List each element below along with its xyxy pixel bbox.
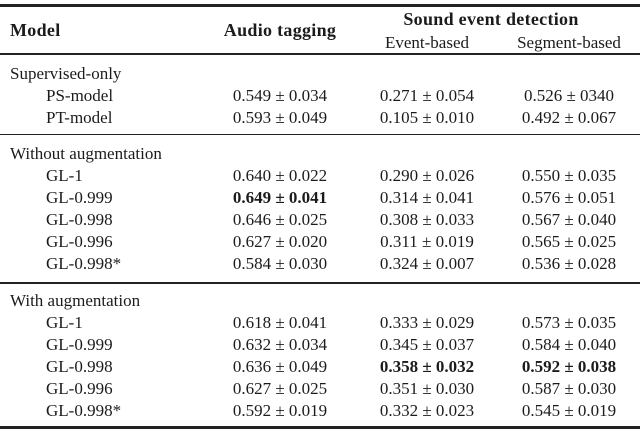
- event-based-column-header: Event-based: [384, 32, 470, 52]
- audio-tagging-column-header: Audio tagging: [223, 19, 337, 40]
- segment-based-value: 0.550 ± 0.035: [521, 166, 617, 186]
- table-row: GL-0.998 0.646 ± 0.025 0.308 ± 0.033 0.5…: [0, 209, 640, 231]
- sound-event-detection-group-header: Sound event detection: [403, 9, 579, 29]
- audio-tagging-value: 0.632 ± 0.034: [232, 334, 328, 354]
- segment-based-value: 0.565 ± 0.025: [521, 232, 617, 252]
- table-row: GL-0.996 0.627 ± 0.025 0.351 ± 0.030 0.5…: [0, 378, 640, 400]
- model-name: GL-0.998: [46, 356, 113, 376]
- model-name: GL-1: [46, 312, 83, 332]
- table-row: GL-0.998* 0.592 ± 0.019 0.332 ± 0.023 0.…: [0, 400, 640, 422]
- segment-based-value: 0.592 ± 0.038: [521, 356, 617, 376]
- table-row: GL-0.996 0.627 ± 0.020 0.311 ± 0.019 0.5…: [0, 231, 640, 253]
- audio-tagging-value: 0.593 ± 0.049: [232, 108, 328, 127]
- table-rule-bottom: [0, 425, 640, 429]
- audio-tagging-value: 0.627 ± 0.020: [232, 232, 328, 252]
- section-label: Without augmentation: [10, 144, 162, 164]
- audio-tagging-value: 0.549 ± 0.034: [232, 86, 328, 105]
- audio-tagging-value: 0.618 ± 0.041: [232, 312, 328, 332]
- sed-subheaders: Event-based Segment-based: [370, 32, 640, 53]
- table-row: GL-0.999 0.632 ± 0.034 0.345 ± 0.037 0.5…: [0, 334, 640, 356]
- model-name: GL-0.998*: [46, 400, 122, 420]
- event-based-value: 0.333 ± 0.029: [379, 312, 475, 332]
- segment-based-value: 0.492 ± 0.067: [521, 108, 617, 127]
- event-based-value: 0.308 ± 0.033: [379, 210, 475, 230]
- table-header: Model Audio tagging Sound event detectio…: [0, 7, 640, 53]
- model-column-header: Model: [10, 19, 61, 40]
- table-row: PS-model 0.549 ± 0.034 0.271 ± 0.054 0.5…: [0, 85, 640, 107]
- segment-based-value: 0.536 ± 0.028: [521, 254, 617, 274]
- audio-tagging-value: 0.627 ± 0.025: [232, 378, 328, 398]
- event-based-value: 0.105 ± 0.010: [379, 108, 475, 127]
- model-name: GL-0.996: [46, 378, 113, 398]
- table-row: GL-0.998* 0.584 ± 0.030 0.324 ± 0.007 0.…: [0, 253, 640, 275]
- event-based-value: 0.332 ± 0.023: [379, 400, 475, 420]
- table-row: GL-1 0.618 ± 0.041 0.333 ± 0.029 0.573 ±…: [0, 312, 640, 334]
- sound-event-detection-group: Sound event detection Event-based Segmen…: [370, 7, 640, 53]
- segment-based-column-header: Segment-based: [517, 32, 621, 52]
- audio-tagging-value: 0.636 ± 0.049: [232, 356, 328, 376]
- audio-tagging-value: 0.640 ± 0.022: [232, 166, 328, 186]
- event-based-value: 0.311 ± 0.019: [380, 232, 474, 252]
- model-name: GL-0.998*: [46, 254, 122, 274]
- model-name: GL-0.998: [46, 210, 113, 230]
- model-name: PT-model: [46, 108, 113, 127]
- segment-based-value: 0.567 ± 0.040: [521, 210, 617, 230]
- event-based-value: 0.351 ± 0.030: [379, 378, 475, 398]
- audio-tagging-value: 0.646 ± 0.025: [232, 210, 328, 230]
- audio-tagging-value: 0.584 ± 0.030: [232, 254, 328, 274]
- section-label: With augmentation: [10, 290, 141, 310]
- segment-based-value: 0.584 ± 0.040: [521, 334, 617, 354]
- section-without-augmentation: Without augmentation GL-1 0.640 ± 0.022 …: [0, 135, 640, 282]
- model-name: GL-1: [46, 166, 83, 186]
- table-row: GL-1 0.640 ± 0.022 0.290 ± 0.026 0.550 ±…: [0, 165, 640, 187]
- segment-based-value: 0.573 ± 0.035: [521, 312, 617, 332]
- audio-tagging-value: 0.592 ± 0.019: [232, 400, 328, 420]
- event-based-value: 0.358 ± 0.032: [379, 356, 475, 376]
- section-label: Supervised-only: [10, 64, 122, 83]
- model-name: GL-0.999: [46, 188, 113, 208]
- event-based-value: 0.271 ± 0.054: [379, 86, 475, 105]
- table-rule-section-1: [0, 134, 640, 136]
- table-rule-top: [0, 4, 640, 7]
- audio-tagging-value: 0.649 ± 0.041: [232, 188, 328, 208]
- event-based-value: 0.314 ± 0.041: [379, 188, 475, 208]
- segment-based-value: 0.545 ± 0.019: [521, 400, 617, 420]
- table-row: GL-0.999 0.649 ± 0.041 0.314 ± 0.041 0.5…: [0, 187, 640, 209]
- section-supervised-only: Supervised-only PS-model 0.549 ± 0.034 0…: [0, 55, 640, 134]
- table-row: PT-model 0.593 ± 0.049 0.105 ± 0.010 0.4…: [0, 107, 640, 129]
- segment-based-value: 0.526 ± 0340: [523, 86, 615, 105]
- section-with-augmentation: With augmentation GL-1 0.618 ± 0.041 0.3…: [0, 284, 640, 426]
- segment-based-value: 0.587 ± 0.030: [521, 378, 617, 398]
- event-based-value: 0.324 ± 0.007: [379, 254, 475, 274]
- table-row: GL-0.998 0.636 ± 0.049 0.358 ± 0.032 0.5…: [0, 356, 640, 378]
- model-name: GL-0.999: [46, 334, 113, 354]
- model-name: GL-0.996: [46, 232, 113, 252]
- model-name: PS-model: [46, 86, 114, 105]
- event-based-value: 0.290 ± 0.026: [379, 166, 475, 186]
- table-rule-section-2: [0, 282, 640, 284]
- event-based-value: 0.345 ± 0.037: [379, 334, 475, 354]
- table-rule-header: [0, 53, 640, 55]
- segment-based-value: 0.576 ± 0.051: [521, 188, 617, 208]
